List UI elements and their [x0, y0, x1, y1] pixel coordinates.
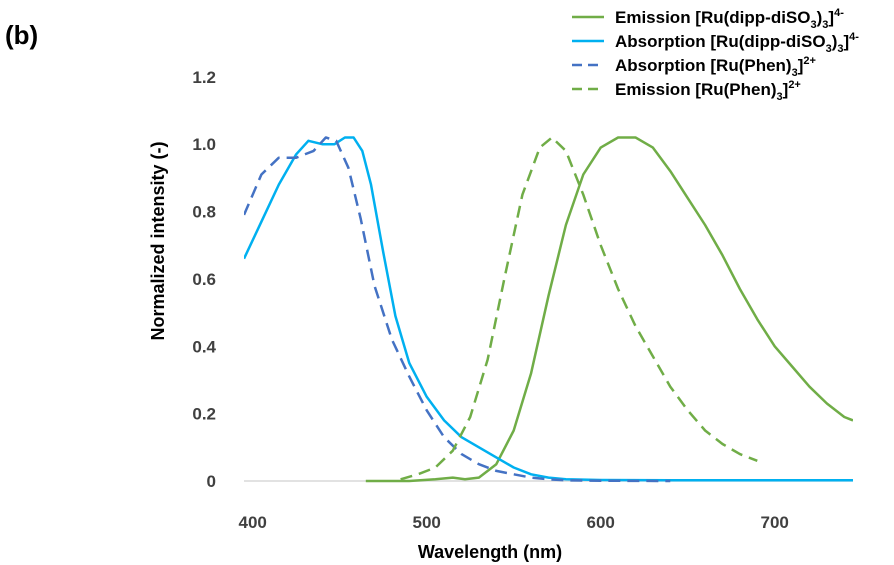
x-axis-ticks: 400 500 600 700 [239, 513, 789, 532]
y-tick-label: 0 [207, 472, 216, 491]
series-line-2 [244, 136, 853, 482]
y-tick-label: 0.2 [192, 405, 216, 424]
y-tick-label: 0.8 [192, 203, 216, 222]
series-line-4 [400, 136, 758, 481]
legend: Emission [Ru(dipp-diSO3)3]4-Absorption [… [572, 7, 859, 103]
legend-entry: Emission [Ru(Phen)3]2+ [615, 79, 801, 103]
panel-label: (b) [5, 20, 38, 50]
x-tick-label: 500 [413, 513, 441, 532]
y-axis-title: Normalized intensity (-) [148, 141, 168, 340]
x-axis-title: Wavelength (nm) [418, 542, 562, 562]
y-tick-label: 0.4 [192, 337, 216, 356]
series-line-1 [365, 136, 853, 483]
x-tick-label: 400 [239, 513, 267, 532]
series-group [244, 136, 853, 483]
y-tick-label: 1.0 [192, 135, 216, 154]
x-tick-label: 600 [587, 513, 615, 532]
x-tick-label: 700 [761, 513, 789, 532]
y-axis-ticks: 0 0.2 0.4 0.6 0.8 1.0 1.2 [192, 68, 216, 491]
series-line-3 [244, 136, 671, 483]
y-tick-label: 1.2 [192, 68, 216, 87]
legend-entry: Absorption [Ru(Phen)3]2+ [615, 55, 816, 79]
legend-entry: Absorption [Ru(dipp-diSO3)3]4- [615, 31, 859, 55]
y-tick-label: 0.6 [192, 270, 216, 289]
legend-entry: Emission [Ru(dipp-diSO3)3]4- [615, 7, 844, 31]
plot-area: 0 0.2 0.4 0.6 0.8 1.0 1.2 400 500 600 700 [192, 68, 853, 532]
